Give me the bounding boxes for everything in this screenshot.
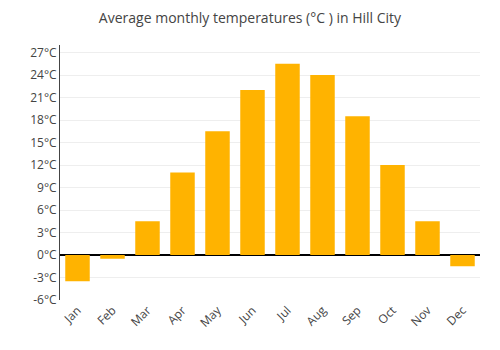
- svg-text:Sep: Sep: [338, 302, 365, 329]
- svg-text:18°C: 18°C: [30, 111, 57, 128]
- svg-text:Apr: Apr: [164, 302, 190, 328]
- svg-text:0°C: 0°C: [37, 246, 57, 263]
- svg-text:9°C: 9°C: [37, 179, 57, 196]
- svg-text:21°C: 21°C: [30, 89, 57, 106]
- svg-text:May: May: [196, 301, 225, 330]
- svg-text:Jan: Jan: [60, 302, 85, 327]
- svg-text:27°C: 27°C: [30, 44, 57, 61]
- svg-text:-6°C: -6°C: [33, 291, 57, 308]
- svg-text:3°C: 3°C: [37, 224, 57, 241]
- svg-text:Average monthly temperatures (: Average monthly temperatures (°C ) in Hi…: [99, 8, 402, 27]
- svg-text:Feb: Feb: [93, 302, 119, 328]
- svg-text:Mar: Mar: [127, 302, 155, 330]
- svg-text:Jun: Jun: [234, 302, 259, 327]
- svg-text:6°C: 6°C: [37, 201, 57, 218]
- svg-text:Nov: Nov: [407, 302, 435, 330]
- svg-text:12°C: 12°C: [30, 156, 57, 173]
- svg-text:Oct: Oct: [374, 302, 400, 328]
- svg-text:-3°C: -3°C: [33, 269, 57, 286]
- svg-text:Dec: Dec: [443, 302, 470, 329]
- svg-text:15°C: 15°C: [30, 134, 57, 151]
- svg-text:Jul: Jul: [272, 302, 294, 324]
- svg-text:Aug: Aug: [302, 302, 330, 330]
- svg-text:24°C: 24°C: [30, 66, 57, 83]
